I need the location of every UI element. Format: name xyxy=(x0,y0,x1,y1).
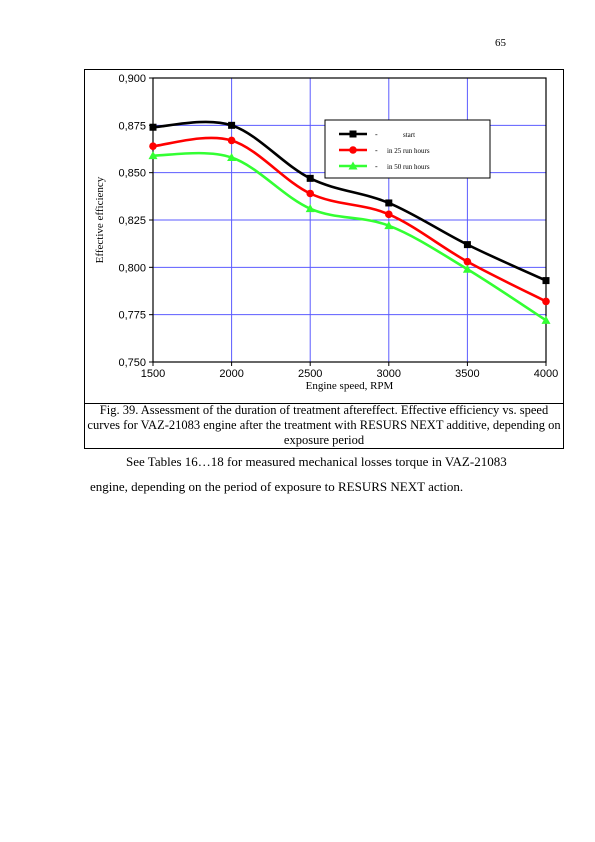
data-point-series-1 xyxy=(228,121,236,129)
data-point-series-2 xyxy=(227,136,236,145)
body-paragraph-text: See Tables 16…18 for measured mechanical… xyxy=(90,454,507,494)
legend-label: in 50 run hours xyxy=(387,163,430,171)
y-tick-label: 0,750 xyxy=(118,357,146,369)
data-point-series-2 xyxy=(463,257,472,266)
y-axis-label: Effective efficiency xyxy=(94,176,106,263)
data-point-series-3 xyxy=(462,264,472,273)
data-point-series-2 xyxy=(149,142,157,150)
y-tick-label: 0,775 xyxy=(118,310,146,322)
data-point-series-3 xyxy=(305,204,315,213)
legend-dash: - xyxy=(375,146,378,155)
data-point-series-3 xyxy=(148,151,158,160)
y-tick-label: 0,900 xyxy=(118,73,146,85)
x-axis-label: Engine speed, RPM xyxy=(306,380,394,392)
x-tick-label: 1500 xyxy=(141,368,165,380)
x-tick-label: 3000 xyxy=(377,368,401,380)
data-point-series-1 xyxy=(463,241,471,249)
y-tick-label: 0,850 xyxy=(118,168,146,180)
legend-dash: - xyxy=(375,130,378,139)
x-tick-label: 3500 xyxy=(455,368,479,380)
chart-frame: 1500 2000 2500 3000 3500 4000 0,750 0,775 0,800 0… xyxy=(85,70,563,404)
data-point-series-1 xyxy=(385,199,393,207)
legend-label: in 25 run hours xyxy=(387,147,430,155)
body-paragraph: See Tables 16…18 for measured mechanical… xyxy=(90,449,520,499)
legend-dash: - xyxy=(375,162,378,171)
series-line-2 xyxy=(152,136,547,303)
data-point-series-1 xyxy=(306,174,314,182)
data-point-series-3 xyxy=(384,221,394,230)
data-point-series-2 xyxy=(306,189,314,198)
figure: 1500 2000 2500 3000 3500 4000 0,750 0,775 0,800 0… xyxy=(84,69,564,449)
data-point-series-1 xyxy=(149,123,157,131)
page-number: 65 xyxy=(495,37,506,49)
data-point-series-2 xyxy=(385,210,393,219)
legend-marker xyxy=(349,130,357,138)
series-line-1 xyxy=(152,120,547,282)
data-point-series-3 xyxy=(227,153,237,162)
legend-label: start xyxy=(403,131,415,139)
y-tick-label: 0,800 xyxy=(118,262,146,274)
legend-marker xyxy=(349,146,357,154)
x-tick-label: 2000 xyxy=(219,368,243,380)
y-tick-label: 0,875 xyxy=(118,120,146,132)
x-tick-label: 2500 xyxy=(298,368,322,380)
legend-marker xyxy=(348,161,358,170)
y-tick-label: 0,825 xyxy=(118,215,146,227)
data-point-series-1 xyxy=(542,277,550,285)
line-chart: 1500 2000 2500 3000 3500 4000 0,750 0,775 0,800 0… xyxy=(94,73,558,392)
x-tick-label: 4000 xyxy=(534,368,558,380)
data-point-series-2 xyxy=(542,297,550,306)
data-point-series-3 xyxy=(541,315,551,324)
figure-caption: Fig. 39. Assessment of the duration of t… xyxy=(87,403,561,447)
